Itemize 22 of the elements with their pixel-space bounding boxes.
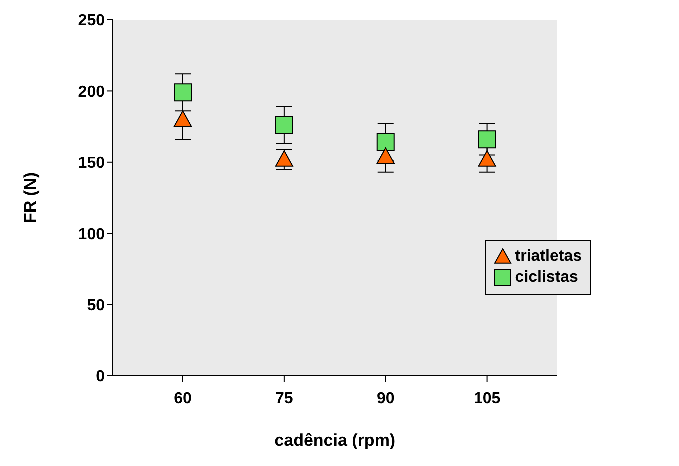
x-axis-title: cadência (rpm) <box>274 431 396 450</box>
legend-label: ciclistas <box>515 269 578 287</box>
x-tick-label: 60 <box>174 390 192 408</box>
y-tick-label: 150 <box>78 155 106 172</box>
point <box>376 133 395 152</box>
y-tick-label: 250 <box>78 12 106 30</box>
x-tick-label: 105 <box>474 390 501 408</box>
x-tick-label: 90 <box>376 390 395 408</box>
point <box>275 116 294 134</box>
point <box>478 130 496 149</box>
legend-label: triatletas <box>515 248 582 266</box>
point <box>376 148 395 164</box>
point <box>174 110 192 127</box>
y-tick-label: 50 <box>87 297 106 314</box>
point <box>478 150 496 167</box>
y-tick-label: 0 <box>96 368 106 386</box>
x-tick-label: 75 <box>276 390 294 408</box>
point <box>174 84 192 102</box>
y-tick-label: 200 <box>78 84 106 101</box>
point <box>275 150 294 167</box>
y-tick-label: 100 <box>78 226 106 244</box>
y-axis-title: FR (N) <box>21 172 40 224</box>
